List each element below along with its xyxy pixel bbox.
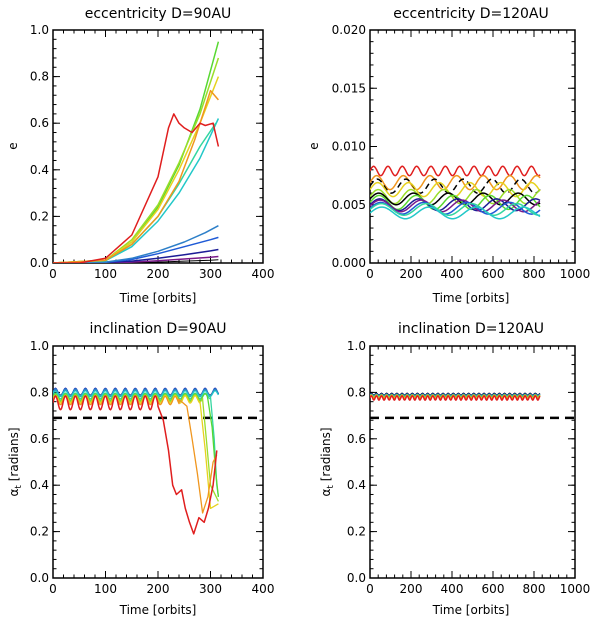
x-tick-label: 1000 xyxy=(560,267,591,281)
y-tick-label: 0.6 xyxy=(30,432,49,446)
panel-eccentricity-90au: eccentricity D=90AU 0 100 200 300 4000.00.20… xyxy=(6,6,274,305)
x-tick-label: 200 xyxy=(400,267,423,281)
panel-title: eccentricity D=90AU xyxy=(85,6,232,22)
x-tick-label: 600 xyxy=(482,582,505,596)
panel-axes: 0 200 400 600 800 1000 0.0 0.2 0.4 0.6 0.8 1.0 xyxy=(347,339,590,596)
x-tick-label: 400 xyxy=(252,267,275,281)
x-tick-label: 200 xyxy=(147,582,170,596)
series-line-green xyxy=(53,41,220,263)
y-axis-label-symbol: α xyxy=(7,489,21,497)
y-tick-label: 0.020 xyxy=(332,23,366,37)
y-tick-label: 0.8 xyxy=(30,385,49,399)
y-tick-label: 0.4 xyxy=(347,478,366,492)
y-axis-label-subscript: t xyxy=(14,485,24,489)
y-axis-label: e xyxy=(307,142,321,149)
series-line-black xyxy=(370,192,541,206)
x-axis-label: Time [orbits] xyxy=(119,603,197,617)
plot-frame xyxy=(52,29,264,264)
x-tick-label: 400 xyxy=(441,267,464,281)
panel-axes: 0 100 200 300 400 0.0 0.2 0.4 0.6 0.8 1.0 xyxy=(30,23,275,281)
y-tick-label: 0.005 xyxy=(332,198,366,212)
x-tick-label: 0 xyxy=(366,267,374,281)
y-tick-label: 0.4 xyxy=(30,163,49,177)
series-line-black-dashed xyxy=(370,178,541,194)
y-axis-label-unit: [radians] xyxy=(7,427,21,485)
x-tick-label: 100 xyxy=(94,267,117,281)
series-line-orange xyxy=(53,395,218,514)
y-axis-label: αt [radians] xyxy=(7,427,24,496)
y-tick-label: 0.8 xyxy=(30,70,49,84)
y-tick-label: 1.0 xyxy=(30,339,49,353)
series-group xyxy=(53,41,220,263)
series-group xyxy=(53,387,220,535)
x-tick-label: 100 xyxy=(94,582,117,596)
x-tick-label: 1000 xyxy=(560,582,591,596)
panel-title: inclination D=120AU xyxy=(398,321,544,337)
y-tick-label: 0.4 xyxy=(30,478,49,492)
panel-eccentricity-120au: eccentricity D=120AU 0 200 400 600 800 1000 0.… xyxy=(307,6,590,305)
y-axis-label: e xyxy=(6,142,20,149)
y-tick-label: 0.0 xyxy=(30,571,49,585)
series-line-aquagreen xyxy=(370,202,541,216)
y-tick-label: 0.010 xyxy=(332,140,366,154)
x-tick-label: 300 xyxy=(199,582,222,596)
series-line-red xyxy=(53,395,218,535)
series-line-black xyxy=(53,259,219,263)
y-tick-label: 1.0 xyxy=(30,23,49,37)
series-line-lime xyxy=(370,188,541,205)
x-tick-label: 600 xyxy=(482,267,505,281)
y-tick-label: 1.0 xyxy=(347,339,366,353)
x-tick-label: 300 xyxy=(199,267,222,281)
y-axis-label-unit: [radians] xyxy=(319,427,333,485)
series-group xyxy=(370,392,541,401)
y-axis-label: αt [radians] xyxy=(319,427,336,496)
plot-frame xyxy=(52,345,264,579)
series-line-lime xyxy=(53,57,220,263)
series-line-cyan xyxy=(370,206,541,220)
x-axis-label: Time [orbits] xyxy=(432,291,510,305)
x-axis-label: Time [orbits] xyxy=(119,291,197,305)
panel-inclination-90au: inclination D=90AU 0 100 200 300 400 0.0 0.2 0.… xyxy=(7,321,274,617)
y-tick-label: 0.6 xyxy=(347,432,366,446)
y-tick-label: 0.000 xyxy=(332,256,366,270)
series-group xyxy=(370,165,541,220)
series-line-cyan xyxy=(53,390,219,397)
series-line-red xyxy=(53,113,220,263)
x-tick-label: 0 xyxy=(49,267,57,281)
y-tick-label: 0.0 xyxy=(347,571,366,585)
y-tick-label: 0.8 xyxy=(347,385,366,399)
plot-frame xyxy=(369,345,576,579)
y-tick-label: 0.2 xyxy=(30,209,49,223)
series-line-orange xyxy=(370,174,541,191)
panel-axes: 0 100 200 300 400 0.0 0.2 0.4 0.6 0.8 1.0 xyxy=(30,339,275,596)
y-tick-label: 0.0 xyxy=(30,256,49,270)
x-tick-label: 400 xyxy=(441,582,464,596)
panel-axes: 0 200 400 600 800 1000 0.000 0.005 0.010 0.015 0.0… xyxy=(332,23,591,281)
x-axis-label: Time [orbits] xyxy=(432,603,510,617)
series-line-red xyxy=(370,165,541,177)
series-line-orange xyxy=(53,89,219,263)
x-tick-label: 400 xyxy=(252,582,275,596)
series-line-navy xyxy=(370,198,541,212)
y-tick-label: 0.015 xyxy=(332,81,366,95)
y-axis-label-symbol: α xyxy=(319,489,333,497)
y-tick-label: 0.6 xyxy=(30,116,49,130)
panel-title: inclination D=90AU xyxy=(89,321,226,337)
x-tick-label: 200 xyxy=(147,267,170,281)
panel-inclination-120au: inclination D=120AU 0 200 400 600 800 1000 0.0… xyxy=(319,321,590,617)
series-line-steelblue xyxy=(53,225,219,263)
plot-frame xyxy=(369,29,576,264)
x-tick-label: 800 xyxy=(523,267,546,281)
y-tick-label: 0.2 xyxy=(30,525,49,539)
x-tick-label: 0 xyxy=(366,582,374,596)
x-tick-label: 800 xyxy=(523,582,546,596)
y-tick-label: 0.2 xyxy=(347,525,366,539)
panel-title: eccentricity D=120AU xyxy=(393,6,549,22)
x-tick-label: 0 xyxy=(49,582,57,596)
x-tick-label: 200 xyxy=(400,582,423,596)
series-line-red xyxy=(370,395,541,401)
y-axis-label-subscript: t xyxy=(326,485,336,489)
